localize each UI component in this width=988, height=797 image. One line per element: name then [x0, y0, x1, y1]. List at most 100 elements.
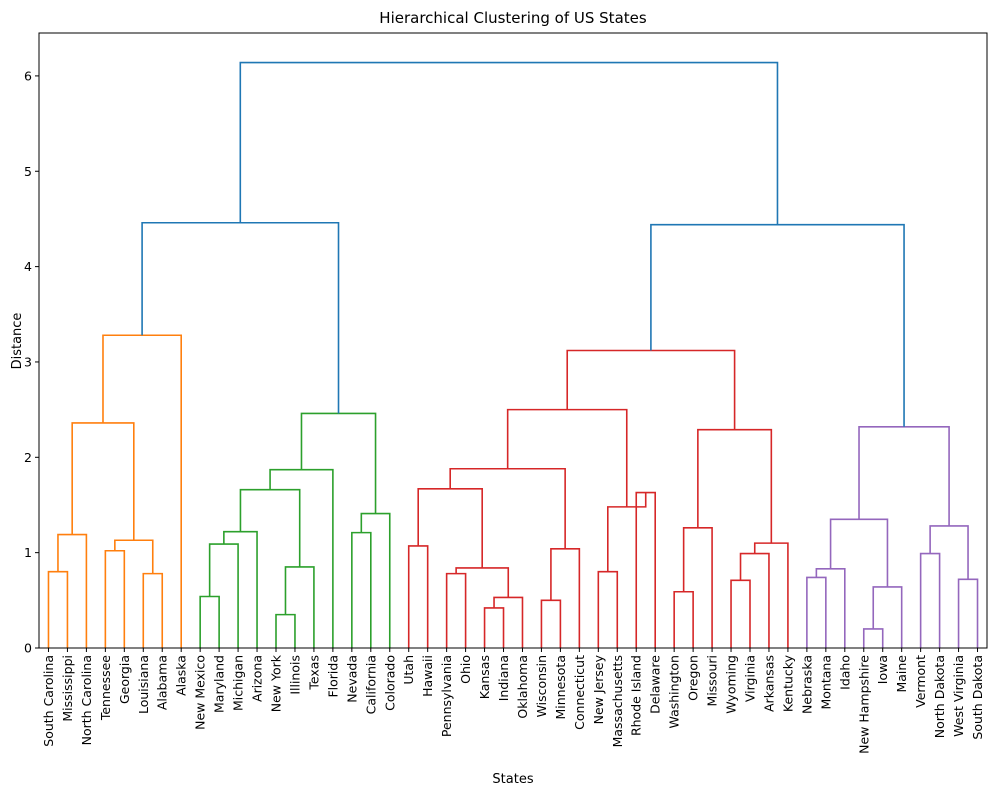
dendrogram-link — [607, 492, 647, 572]
y-axis-label: Distance — [10, 313, 25, 370]
dendrogram-link — [673, 590, 694, 648]
dendrogram-link — [445, 572, 467, 648]
x-tick-label: Massachusetts — [610, 655, 625, 747]
dendrogram-link — [739, 552, 770, 648]
x-tick-label: Nevada — [344, 655, 359, 703]
x-tick-label: Iowa — [875, 655, 890, 684]
x-tick-label: Washington — [667, 655, 682, 728]
dendrogram-link — [141, 221, 340, 414]
dendrogram-link — [223, 530, 258, 648]
x-tick-label: Georgia — [117, 655, 132, 704]
x-tick-label: North Dakota — [932, 655, 947, 738]
dendrogram-link — [71, 422, 135, 541]
dendrogram-link — [862, 628, 884, 648]
dendrogram-link — [650, 223, 905, 427]
dendrogram-link — [566, 349, 736, 430]
x-tick-label: Kansas — [477, 655, 492, 699]
x-tick-label: Kentucky — [780, 654, 795, 712]
x-tick-label: Oregon — [686, 655, 701, 701]
dendrogram-link — [351, 531, 372, 648]
x-tick-label: Illinois — [287, 655, 302, 695]
x-tick-label: Tennessee — [98, 655, 113, 721]
x-tick-label: Vermont — [913, 655, 928, 708]
x-tick-label: Minnesota — [553, 655, 568, 720]
dendrogram-link — [114, 539, 154, 574]
x-tick-label: New Hampshire — [856, 655, 871, 754]
x-tick-label: Colorado — [382, 655, 397, 711]
dendrogram-link — [102, 334, 182, 648]
x-tick-label: Virginia — [743, 655, 758, 702]
x-axis: South Carolina Mississippi North Carolina T… — [41, 648, 985, 754]
x-tick-label: Idaho — [837, 655, 852, 690]
x-tick-label: Nebraska — [799, 655, 814, 714]
x-tick-label: Arizona — [250, 655, 265, 702]
dendrogram-link — [697, 428, 773, 544]
x-tick-label: Indiana — [496, 655, 511, 701]
dendrogram-link — [506, 408, 628, 507]
dendrogram-link — [104, 549, 126, 648]
x-tick-label: Montana — [818, 655, 833, 710]
x-tick-label: North Carolina — [79, 655, 94, 745]
dendrogram-link — [208, 543, 239, 648]
x-tick-label: Missouri — [705, 655, 720, 706]
dendrogram-link — [284, 566, 315, 648]
x-tick-label: Florida — [325, 655, 340, 698]
x-tick-label: South Carolina — [41, 655, 56, 747]
dendrogram-link — [635, 491, 656, 648]
dendrogram-link — [483, 607, 505, 648]
x-tick-label: South Dakota — [970, 655, 985, 740]
dendrogram-link — [829, 518, 889, 587]
dendrogram-link — [239, 488, 301, 567]
chart-title: Hierarchical Clustering of US States — [379, 9, 647, 27]
dendrogram-link — [449, 467, 566, 549]
x-tick-label: Louisiana — [136, 655, 151, 714]
x-tick-label: West Virginia — [951, 655, 966, 737]
x-tick-label: Mississippi — [60, 655, 75, 722]
dendrogram-links — [47, 61, 979, 648]
dendrogram-link — [682, 527, 713, 648]
x-tick-label: New York — [269, 654, 284, 712]
dendrogram-link — [239, 61, 779, 225]
x-tick-label: Arkansas — [761, 655, 776, 712]
dendrogram-link — [540, 599, 562, 648]
x-axis-label: States — [492, 772, 533, 787]
dendrogram-link — [455, 567, 510, 598]
x-tick-label: Delaware — [648, 655, 663, 714]
dendrogram-link — [872, 586, 903, 648]
y-axis: 0 1 2 3 4 5 6 — [24, 68, 39, 656]
x-tick-label: Ohio — [458, 655, 473, 684]
dendrogram-link — [919, 552, 941, 648]
dendrogram-link — [957, 578, 979, 648]
y-tick-label: 4 — [24, 259, 32, 274]
dendrogram-link — [730, 579, 751, 648]
dendrogram-link — [815, 568, 846, 648]
x-tick-label: Wisconsin — [534, 655, 549, 717]
dendrogram-link — [199, 595, 220, 648]
dendrogram-link — [275, 613, 296, 648]
dendrogram-link — [269, 468, 334, 648]
dendrogram-link — [57, 533, 88, 648]
x-tick-label: Alaska — [174, 655, 189, 696]
x-tick-label: Pennsylvania — [439, 655, 454, 737]
x-tick-label: Utah — [401, 655, 416, 685]
dendrogram-link — [300, 412, 377, 514]
dendrogram-link — [753, 542, 789, 648]
dendrogram-link — [929, 525, 969, 580]
x-tick-label: Texas — [306, 655, 321, 691]
x-tick-label: Connecticut — [572, 655, 587, 730]
dendrogram-link — [858, 425, 950, 526]
x-tick-label: Oklahoma — [515, 655, 530, 719]
y-tick-label: 2 — [24, 450, 32, 465]
y-tick-label: 5 — [24, 164, 32, 179]
dendrogram-link — [360, 512, 391, 648]
plot-frame — [38, 32, 988, 649]
x-tick-label: New Jersey — [591, 654, 606, 724]
y-tick-label: 1 — [24, 545, 32, 560]
dendrogram-link — [550, 548, 581, 648]
dendrogram-link — [597, 570, 619, 648]
x-tick-label: California — [363, 655, 378, 714]
x-tick-label: Maryland — [212, 655, 227, 713]
x-tick-label: Rhode Island — [629, 655, 644, 736]
